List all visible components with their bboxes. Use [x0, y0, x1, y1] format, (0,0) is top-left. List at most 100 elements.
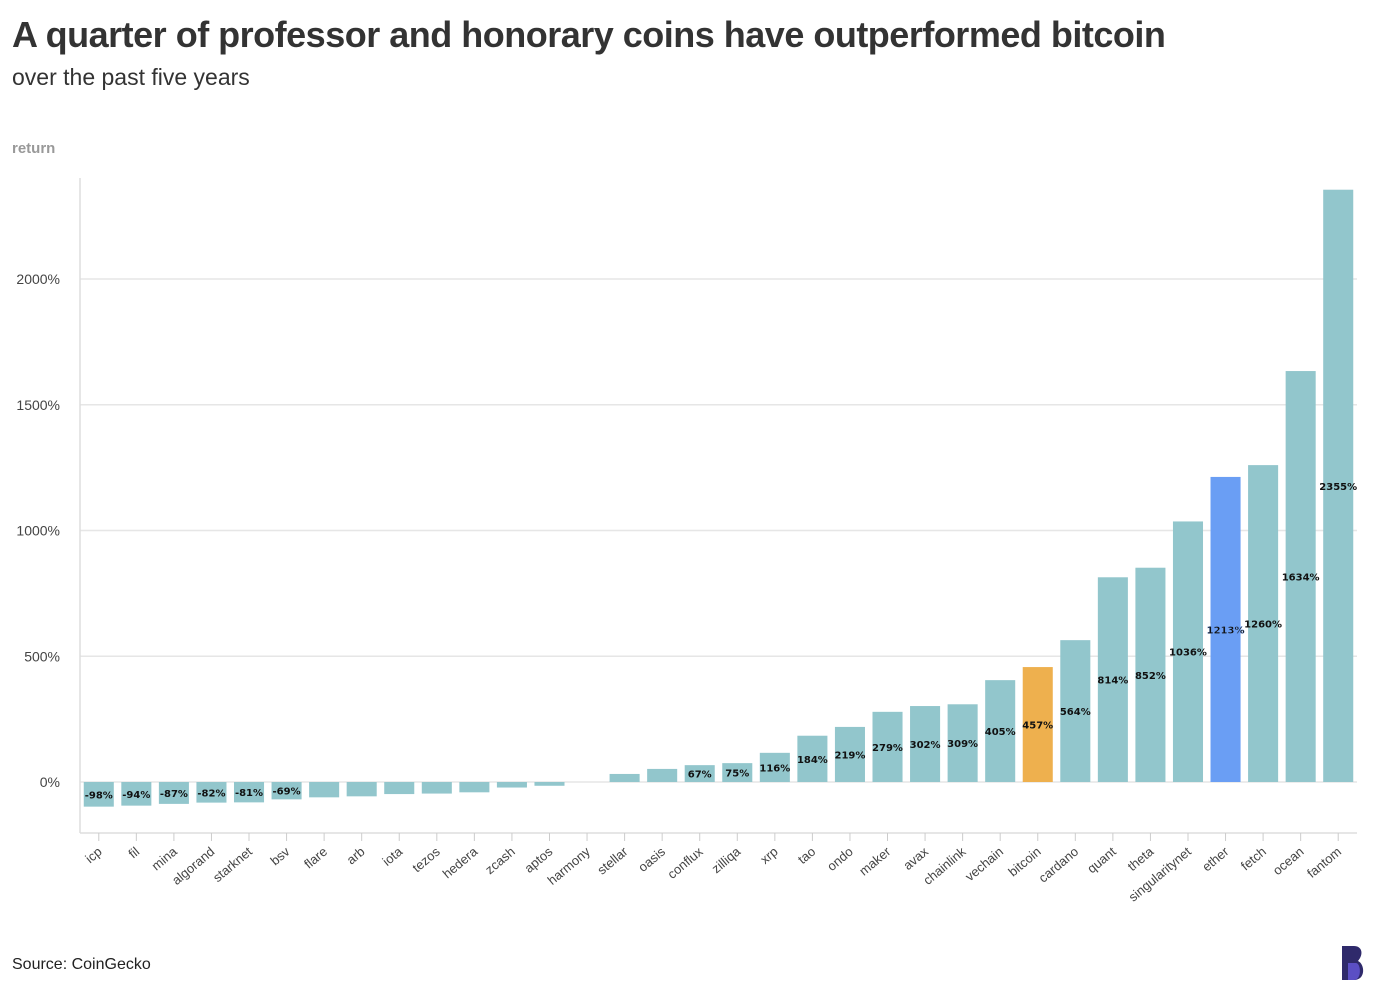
data-label-mina: -87% — [160, 789, 188, 800]
data-label-vechain: 405% — [985, 727, 1016, 738]
brand-b-logo-icon — [1342, 946, 1364, 980]
chart-subtitle: over the past five years — [12, 64, 250, 90]
data-label-bsv: -69% — [273, 787, 301, 798]
x-tick-label-xrp: xrp — [757, 844, 780, 867]
x-tick-label-starknet: starknet — [210, 844, 255, 885]
data-label-conflux: 67% — [688, 770, 712, 781]
bar-chart: -98% -94% -87% -82% -81% -69% 67% 75% 116% 184% 21… — [12, 140, 1357, 905]
x-tick-label-theta: theta — [1125, 843, 1157, 874]
bar-flare — [309, 782, 340, 798]
bar-ocean — [1285, 371, 1316, 782]
x-tick-label-tezos: tezos — [409, 843, 443, 875]
bar-iota — [384, 782, 415, 795]
y-tick-label: 0% — [40, 774, 60, 790]
bar-quant — [1097, 577, 1128, 782]
y-tick-label: 500% — [24, 648, 60, 664]
bar-fantom — [1323, 189, 1354, 782]
bar-zilliqa — [722, 763, 753, 782]
data-label-starknet: -81% — [235, 788, 263, 799]
bar-algorand — [196, 782, 227, 803]
bar-aptos — [534, 782, 565, 786]
x-tick-label-ondo: ondo — [824, 844, 856, 874]
bar-chainlink — [947, 704, 978, 782]
data-label-cardano: 564% — [1060, 707, 1091, 718]
x-tick-label-vechain: vechain — [962, 844, 1006, 884]
bar-tezos — [421, 782, 452, 794]
x-tick-label-mina: mina — [149, 843, 181, 873]
bar-cardano — [1060, 640, 1091, 782]
bar-ondo — [834, 726, 865, 782]
y-tick-labels: 0% 500% 1000% 1500% 2000% — [16, 271, 60, 790]
data-label-fantom: 2355% — [1319, 482, 1357, 493]
x-tick-label-avax: avax — [900, 843, 931, 872]
data-label-fil: -94% — [122, 790, 150, 801]
bar-tao — [797, 735, 828, 782]
bar-xrp — [759, 752, 790, 782]
x-tick-label-ocean: ocean — [1270, 844, 1307, 878]
bar-conflux — [684, 765, 715, 782]
bar-ether — [1210, 476, 1241, 782]
bars — [83, 189, 1354, 807]
data-label-ocean: 1634% — [1282, 573, 1320, 584]
data-labels: -98% -94% -87% -82% -81% -69% 67% 75% 116% 184% 21… — [85, 482, 1357, 801]
x-tick-label-fantom: fantom — [1304, 844, 1344, 881]
y-tick-label: 2000% — [16, 271, 60, 287]
x-tick-label-fil: fil — [125, 844, 142, 862]
x-tick-label-bsv: bsv — [267, 843, 293, 868]
bar-starknet — [233, 782, 265, 803]
x-tick-label-flare: flare — [301, 844, 330, 872]
x-tick-label-icp: icp — [82, 844, 104, 866]
data-label-ondo: 219% — [835, 750, 866, 761]
bar-stellar — [609, 773, 640, 782]
data-label-fetch: 1260% — [1244, 620, 1282, 631]
x-tick-label-algorand: algorand — [169, 844, 217, 888]
x-tick-label-harmony: harmony — [545, 843, 594, 887]
data-label-quant: 814% — [1097, 676, 1128, 687]
y-tick-label: 1500% — [16, 397, 60, 413]
data-label-avax: 302% — [910, 740, 941, 751]
bar-fetch — [1248, 465, 1279, 782]
data-label-singularitynet: 1036% — [1169, 648, 1207, 659]
x-tick-label-maker: maker — [856, 843, 894, 878]
bar-bsv — [271, 782, 302, 800]
x-tick-label-quant: quant — [1084, 844, 1119, 877]
x-tick-label-chainlink: chainlink — [920, 843, 969, 887]
bar-singularitynet — [1172, 521, 1204, 782]
bar-hedera — [459, 782, 490, 793]
chart-title: A quarter of professor and honorary coin… — [12, 14, 1166, 55]
x-tick-label-arb: arb — [344, 844, 368, 868]
y-tick-label: 1000% — [16, 523, 60, 539]
data-label-maker: 279% — [872, 743, 903, 754]
data-label-bitcoin: 457% — [1022, 721, 1053, 732]
bar-fil — [121, 782, 152, 806]
x-tick-label-tao: tao — [795, 844, 818, 867]
x-tick-label-conflux: conflux — [664, 843, 706, 881]
x-tick-label-ether: ether — [1199, 843, 1232, 874]
bar-maker — [872, 711, 903, 782]
data-label-zilliqa: 75% — [725, 769, 749, 780]
axes — [79, 178, 1357, 841]
bar-icp — [83, 782, 114, 807]
x-tick-label-cardano: cardano — [1036, 844, 1082, 886]
bar-mina — [158, 782, 189, 804]
data-label-ether: 1213% — [1207, 625, 1245, 636]
x-tick-label-zilliqa: zilliqa — [709, 843, 744, 876]
bar-avax — [910, 706, 941, 782]
x-tick-label-fetch: fetch — [1238, 844, 1269, 874]
x-tick-label-zcash: zcash — [482, 844, 518, 877]
bar-oasis — [647, 768, 678, 782]
source-note: Source: CoinGecko — [12, 956, 151, 973]
bar-zcash — [496, 782, 527, 788]
bar-vechain — [985, 680, 1016, 782]
y-axis-label: return — [12, 140, 55, 157]
x-tick-label-hedera: hedera — [440, 843, 481, 881]
bar-theta — [1135, 567, 1166, 782]
x-tick-label-stellar: stellar — [594, 843, 631, 877]
bar-bitcoin — [1022, 667, 1053, 782]
data-label-tao: 184% — [797, 755, 828, 766]
data-label-theta: 852% — [1135, 671, 1166, 682]
x-tick-label-iota: iota — [379, 843, 405, 868]
data-label-xrp: 116% — [759, 763, 790, 774]
data-label-icp: -98% — [85, 790, 113, 801]
